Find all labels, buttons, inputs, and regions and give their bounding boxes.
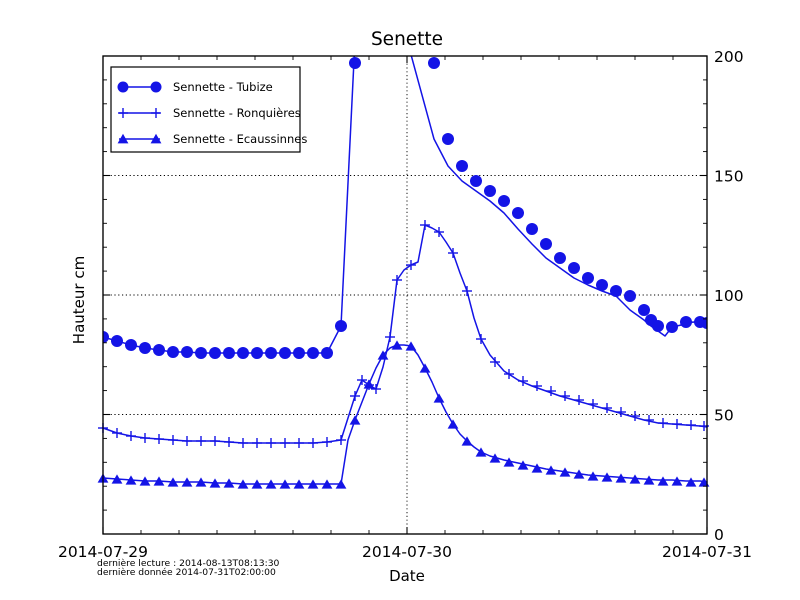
circle-marker-icon [117,81,129,93]
legend-item-sennette-ronquieres[interactable]: Sennette - Ronquières [118,106,301,120]
triangle-marker-icon [117,133,129,144]
series-markers-ronquieres [98,220,709,448]
y-tick-label-50: 50 [714,407,734,425]
x-axis-title: Date [389,567,425,585]
footnotes: dernière lecture : 2014-08-13T08:13:30 d… [97,558,280,578]
footnote-derniere-donnee: dernière donnée 2014-07-31T02:00:00 [97,567,276,578]
triangle-marker-icon [150,133,162,144]
y-axis-ticks [103,55,707,535]
legend-label-tubize: Sennette - Tubize [173,80,273,94]
footnote-derniere-lecture: dernière lecture : 2014-08-13T08:13:30 [97,558,280,569]
x-tick-label-mid: 2014-07-30 [362,543,452,561]
plus-marker-icon [118,108,161,118]
legend-label-ecaussinnes: Sennette - Ecaussinnes [173,132,307,146]
legend-item-sennette-ecaussinnes[interactable]: Sennette - Ecaussinnes [117,132,308,146]
y-tick-label-200: 200 [714,48,744,66]
y-tick-label-150: 150 [714,168,744,186]
legend-background [110,66,301,153]
y-tick-labels: 0 50 100 150 200 [714,48,744,544]
series-sennette-ronquieres [98,220,709,448]
series-sennette-tubize [103,56,707,359]
y-axis-title: Hauteur cm [70,256,88,344]
x-tick-labels: 2014-07-29 2014-07-30 2014-07-31 [58,543,752,561]
legend-label-ronquieres: Sennette - Ronquières [173,106,301,120]
series-sennette-ecaussinnes [97,340,710,489]
chart-title: Senette [371,29,443,50]
legend-item-sennette-tubize[interactable]: Sennette - Tubize [117,80,273,94]
x-axis-ticks [102,56,708,534]
y-tick-label-100: 100 [714,287,744,305]
circle-marker-icon [150,81,162,93]
x-tick-label-end: 2014-07-31 [662,543,752,561]
y-tick-label-0: 0 [714,526,724,544]
series-markers-tubize [103,57,707,359]
chart-legend[interactable]: Sennette - Tubize Sennette - Ronquières … [110,66,308,153]
x-tick-label-start: 2014-07-29 [58,543,148,561]
